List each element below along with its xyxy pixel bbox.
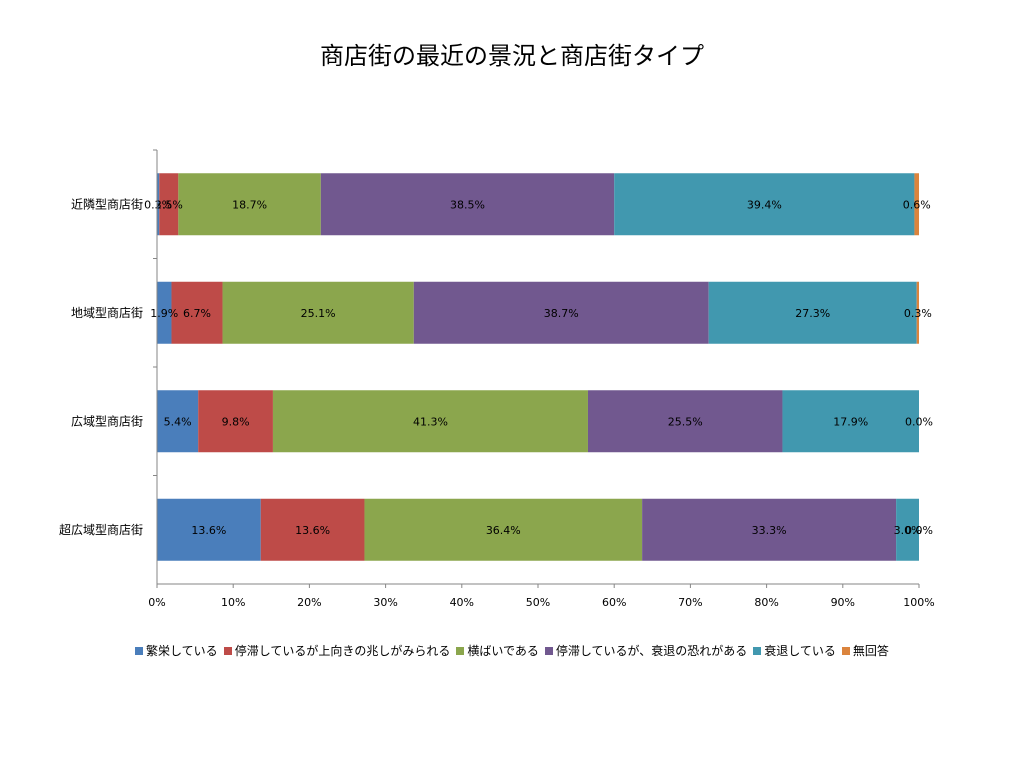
data-label: 2.5%	[155, 198, 183, 211]
bar-segment	[260, 498, 365, 561]
bar-segment	[916, 281, 919, 344]
x-tick-label: 10%	[221, 596, 245, 609]
bar-segment	[413, 281, 709, 344]
x-tick-label: 0%	[148, 596, 165, 609]
legend-item: 横ばいである	[456, 642, 539, 659]
bar-segment	[782, 390, 919, 453]
category-label: 広域型商店街	[71, 413, 143, 428]
x-tick-label: 80%	[754, 596, 778, 609]
bar-segment	[320, 173, 615, 236]
data-label: 27.3%	[795, 307, 830, 320]
bars-layer	[157, 173, 919, 561]
bar-segment	[914, 173, 919, 236]
bar-segment	[708, 281, 917, 344]
data-labels-layer: 0.3%2.5% 18.7% 38.5% 39.4% 0.6%1.9% 6.7% 25.1%…	[144, 198, 933, 537]
chart-plot: 0.3%2.5% 18.7% 38.5% 39.4% 0.6%1.9% 6.7% 25.1%…	[59, 149, 935, 609]
bar-segment	[896, 498, 919, 561]
category-label: 近隣型商店街	[71, 196, 143, 211]
data-label: 6.7%	[183, 307, 211, 320]
data-label: 3.0%	[894, 524, 922, 537]
data-label: 38.7%	[544, 307, 579, 320]
data-label: 25.1%	[301, 307, 336, 320]
bar-segment	[642, 498, 897, 561]
x-tick-label: 30%	[373, 596, 397, 609]
legend-label: 繁栄している	[146, 644, 218, 658]
bar-segment	[364, 498, 643, 561]
data-label: 17.9%	[833, 415, 868, 428]
legend-swatch	[135, 646, 144, 655]
chart-title: 商店街の最近の景況と商店街タイプ	[320, 42, 704, 70]
data-label: 0.0%	[905, 524, 933, 537]
bar-segment	[171, 281, 223, 344]
data-label: 41.3%	[413, 415, 448, 428]
legend-item: 停滞しているが、衰退の恐れがある	[544, 642, 748, 659]
data-label: 33.3%	[752, 524, 787, 537]
bar-segment	[157, 390, 199, 453]
legend-swatch	[223, 646, 232, 655]
data-label: 38.5%	[450, 198, 485, 211]
legend-label: 停滞しているが、衰退の恐れがある	[555, 644, 748, 658]
bar-segment	[157, 173, 160, 236]
x-tick-label: 20%	[297, 596, 321, 609]
data-label: 18.7%	[232, 198, 267, 211]
legend-label: 停滞しているが上向きの兆しがみられる	[234, 644, 451, 658]
legend-swatch	[456, 646, 465, 655]
data-label: 36.4%	[486, 524, 521, 537]
data-label: 39.4%	[747, 198, 782, 211]
data-label: 13.6%	[295, 524, 330, 537]
legend-swatch	[841, 646, 850, 655]
bar-segment	[614, 173, 915, 236]
x-tick-label: 60%	[602, 596, 626, 609]
data-label: 1.9%	[150, 307, 178, 320]
data-label: 0.0%	[905, 415, 933, 428]
legend-label: 衰退している	[764, 644, 836, 658]
bar-segment	[222, 281, 414, 344]
data-label: 13.6%	[191, 524, 226, 537]
x-tick-label: 40%	[450, 596, 474, 609]
bar-segment	[587, 390, 783, 453]
bar-segment	[272, 390, 588, 453]
legend-label: 横ばいである	[467, 644, 539, 658]
bar-segment	[157, 498, 261, 561]
data-label: 5.4%	[164, 415, 192, 428]
x-tick-label: 90%	[831, 596, 855, 609]
data-label: 0.3%	[144, 198, 172, 211]
x-tick-label: 70%	[678, 596, 702, 609]
x-tick-label: 50%	[526, 596, 550, 609]
data-label: 0.6%	[903, 198, 931, 211]
legend-item: 繁栄している	[135, 642, 218, 659]
legend-item: 停滞しているが上向きの兆しがみられる	[223, 642, 451, 659]
legend-item: 衰退している	[753, 642, 836, 659]
category-label: 地域型商店街	[71, 305, 143, 320]
x-tick-label: 100%	[903, 596, 934, 609]
bar-segment	[178, 173, 321, 236]
legend-item: 無回答	[841, 642, 889, 659]
data-label: 25.5%	[668, 415, 703, 428]
bar-segment	[157, 281, 172, 344]
bar-segment	[198, 390, 273, 453]
bar-segment	[159, 173, 179, 236]
legend-swatch	[753, 646, 762, 655]
data-label: 9.8%	[222, 415, 250, 428]
data-label: 0.3%	[904, 307, 932, 320]
legend: 繁栄している 停滞しているが上向きの兆しがみられる 横ばいである 停滞しているが、衰退…	[0, 642, 1024, 659]
legend-label: 無回答	[852, 644, 889, 658]
category-label: 超広域型商店街	[59, 522, 143, 537]
legend-swatch	[544, 646, 553, 655]
